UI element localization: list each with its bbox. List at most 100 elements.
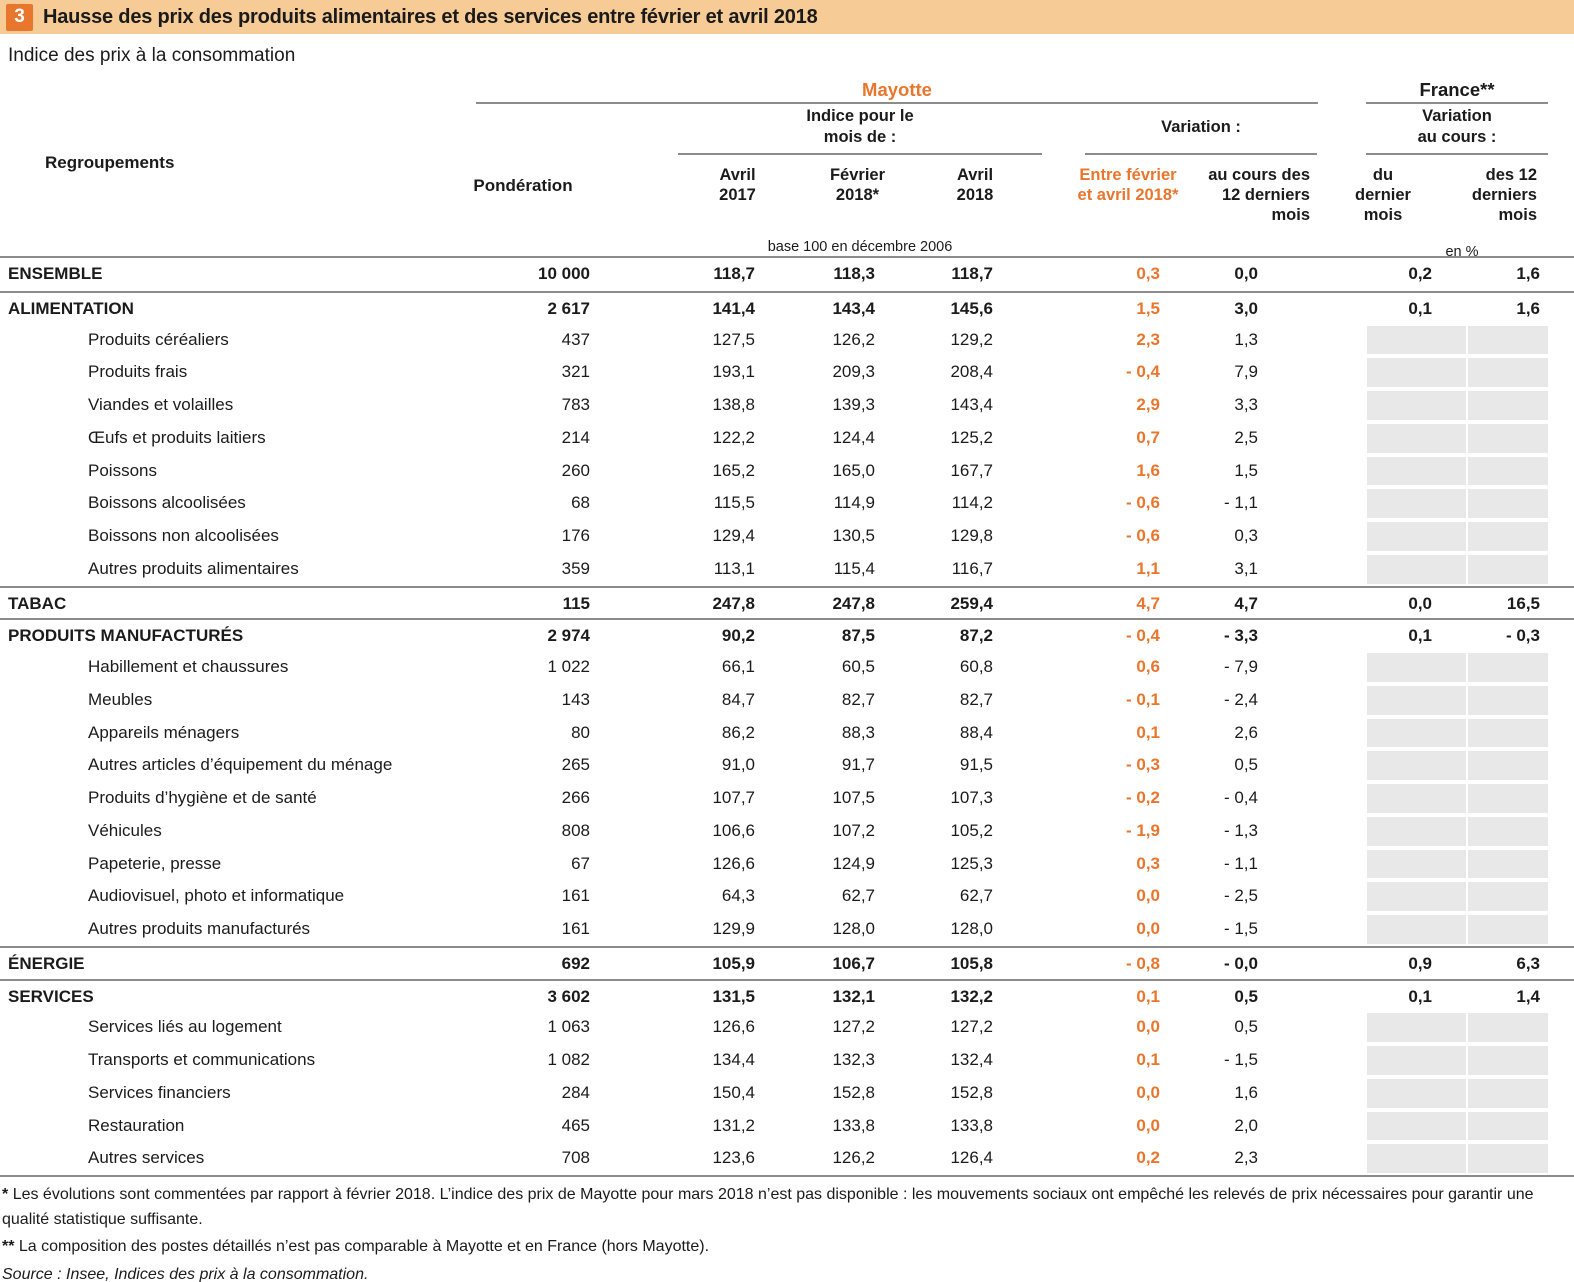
cell-ponderation: 266	[561, 788, 590, 807]
table-row: Papeterie, presse 67 126,6 124,9 125,3 0…	[0, 847, 1574, 881]
cell-ponderation: 321	[561, 362, 590, 382]
cell-fevrier-2018: 87,5	[841, 626, 875, 646]
cell-variation-fevrier-avril: - 0,6	[1125, 526, 1160, 545]
row-label: Audiovisuel, photo et informatique	[88, 886, 345, 906]
cell-ponderation: 10 000	[538, 264, 590, 283]
row-label: Habillement et chaussures	[88, 657, 289, 676]
cell-avril-2018: 116,7	[951, 558, 993, 578]
rule-header-bottom	[0, 256, 1574, 258]
cell-avril-2017: 138,8	[712, 395, 755, 414]
cell-variation-fevrier-avril: 2,9	[1136, 395, 1160, 414]
cell-variation-fevrier-avril: - 0,4	[1125, 626, 1160, 646]
cell-france-12-mois	[1432, 520, 1548, 553]
cell-ponderation: 708	[561, 1148, 590, 1168]
cell-variation-12-mois: 4,7	[1234, 593, 1258, 613]
row-label: Produits frais	[88, 362, 188, 382]
footnote-1-marker: *	[2, 1186, 9, 1203]
cell-ponderation: 265	[561, 755, 590, 775]
table-row: Meubles 143 84,7 82,7 82,7 - 0,1 - 2,4	[0, 683, 1574, 717]
cell-variation-12-mois: - 2,5	[1223, 886, 1258, 906]
cell-avril-2018: 105,8	[950, 953, 993, 973]
table-row: ALIMENTATION 2 617 141,4 143,4 145,6 1,5…	[0, 290, 1574, 324]
cell-variation-fevrier-avril: 0,1	[1136, 722, 1160, 742]
cell-avril-2018: 208,4	[950, 362, 993, 382]
table-row: Boissons alcoolisées 68 115,5 114,9 114,…	[0, 487, 1574, 520]
row-label: SERVICES	[8, 986, 94, 1006]
cell-variation-12-mois: 1,5	[1234, 460, 1258, 480]
cell-variation-12-mois: 2,5	[1234, 427, 1258, 447]
cell-variation-12-mois: 2,3	[1234, 1148, 1258, 1168]
cell-avril-2018: 87,2	[959, 626, 993, 646]
row-label: Boissons non alcoolisées	[88, 526, 279, 545]
cell-france-12-mois	[1432, 552, 1548, 586]
row-label: ENSEMBLE	[8, 264, 103, 283]
figure-title: Hausse des prix des produits alimentaire…	[43, 5, 818, 28]
cell-avril-2017: 84,7	[721, 689, 755, 709]
table-row: Produits frais 321 193,1 209,3 208,4 - 0…	[0, 356, 1574, 389]
cell-france-dernier-mois	[1258, 1044, 1432, 1077]
cell-fevrier-2018: 130,5	[832, 526, 875, 545]
table-header: Mayotte France** Indice pour le mois de …	[0, 75, 1574, 260]
table-row: Autres produits manufacturés 161 129,9 1…	[0, 913, 1574, 946]
table-row: Véhicules 808 106,6 107,2 105,2 - 1,9 - …	[0, 814, 1574, 848]
cell-avril-2017: 105,9	[712, 953, 755, 973]
cell-avril-2017: 66,1	[721, 657, 755, 676]
cell-fevrier-2018: 106,7	[832, 953, 875, 973]
cell-avril-2017: 247,8	[712, 593, 755, 613]
cell-france-12-mois	[1432, 651, 1548, 684]
cell-france-12-mois: 1,6	[1516, 264, 1540, 283]
cell-avril-2018: 128,0	[950, 919, 993, 938]
cell-avril-2018: 127,2	[950, 1017, 993, 1037]
header-group-mayotte: Mayotte	[862, 79, 932, 100]
cell-fevrier-2018: 132,3	[832, 1050, 875, 1069]
row-label: Services liés au logement	[88, 1017, 282, 1037]
cell-avril-2018: 129,2	[950, 329, 993, 349]
note-base-100: base 100 en décembre 2006	[767, 239, 953, 255]
footnote-2-text: La composition des postes détaillés n’es…	[18, 1238, 710, 1255]
row-label: Services financiers	[88, 1082, 231, 1102]
rule-under-france	[1366, 102, 1548, 104]
cell-variation-fevrier-avril: 0,0	[1136, 1115, 1160, 1135]
row-label: PRODUITS MANUFACTURÉS	[8, 626, 244, 646]
cell-france-dernier-mois: 0,1	[1408, 626, 1432, 646]
cell-avril-2017: 127,5	[712, 329, 755, 349]
cell-avril-2017: 113,1	[713, 558, 755, 578]
cell-france-dernier-mois	[1258, 716, 1432, 750]
cell-france-12-mois: 1,6	[1516, 298, 1540, 318]
cell-fevrier-2018: 124,4	[832, 427, 875, 447]
cell-avril-2018: 129,8	[950, 526, 993, 545]
cell-france-dernier-mois	[1258, 552, 1432, 586]
cell-variation-fevrier-avril: - 0,4	[1125, 362, 1160, 382]
row-label: Meubles	[88, 689, 153, 709]
cell-variation-fevrier-avril: 0,0	[1136, 1082, 1160, 1102]
cell-fevrier-2018: 126,2	[832, 1148, 875, 1168]
cell-avril-2018: 107,3	[950, 788, 993, 807]
cell-france-dernier-mois	[1258, 749, 1432, 782]
cell-fevrier-2018: 143,4	[832, 298, 875, 318]
cell-variation-fevrier-avril: 0,0	[1136, 1017, 1160, 1037]
cell-france-12-mois	[1432, 1044, 1548, 1077]
cell-ponderation: 176	[561, 526, 590, 545]
col-header-du-dernier-mois: du dernier mois	[1355, 166, 1411, 224]
figure-number-badge: 3	[6, 3, 33, 31]
cell-fevrier-2018: 115,4	[833, 558, 875, 578]
cell-france-12-mois	[1432, 814, 1548, 848]
cell-france-dernier-mois	[1258, 487, 1432, 520]
cell-variation-fevrier-avril: 0,3	[1136, 264, 1160, 283]
table-row: ENSEMBLE 10 000 118,7 118,3 118,7 0,3 0,…	[0, 258, 1574, 291]
row-label: Autres services	[88, 1148, 205, 1168]
cell-avril-2017: 165,2	[712, 460, 755, 480]
cell-variation-12-mois: 0,5	[1234, 1017, 1258, 1037]
cell-ponderation: 115	[562, 593, 590, 613]
cell-france-12-mois: 6,3	[1516, 953, 1540, 973]
cell-variation-12-mois: 3,0	[1234, 298, 1258, 318]
cell-ponderation: 2 974	[547, 626, 590, 646]
cell-variation-fevrier-avril: 0,3	[1136, 853, 1160, 873]
cell-france-dernier-mois	[1258, 1142, 1432, 1175]
cell-france-12-mois	[1432, 1011, 1548, 1044]
cell-fevrier-2018: 107,5	[832, 788, 875, 807]
cell-fevrier-2018: 132,1	[832, 986, 875, 1006]
row-label: Œufs et produits laitiers	[88, 427, 266, 447]
cell-variation-fevrier-avril: 0,1	[1136, 1050, 1160, 1069]
cell-avril-2018: 82,7	[959, 689, 993, 709]
